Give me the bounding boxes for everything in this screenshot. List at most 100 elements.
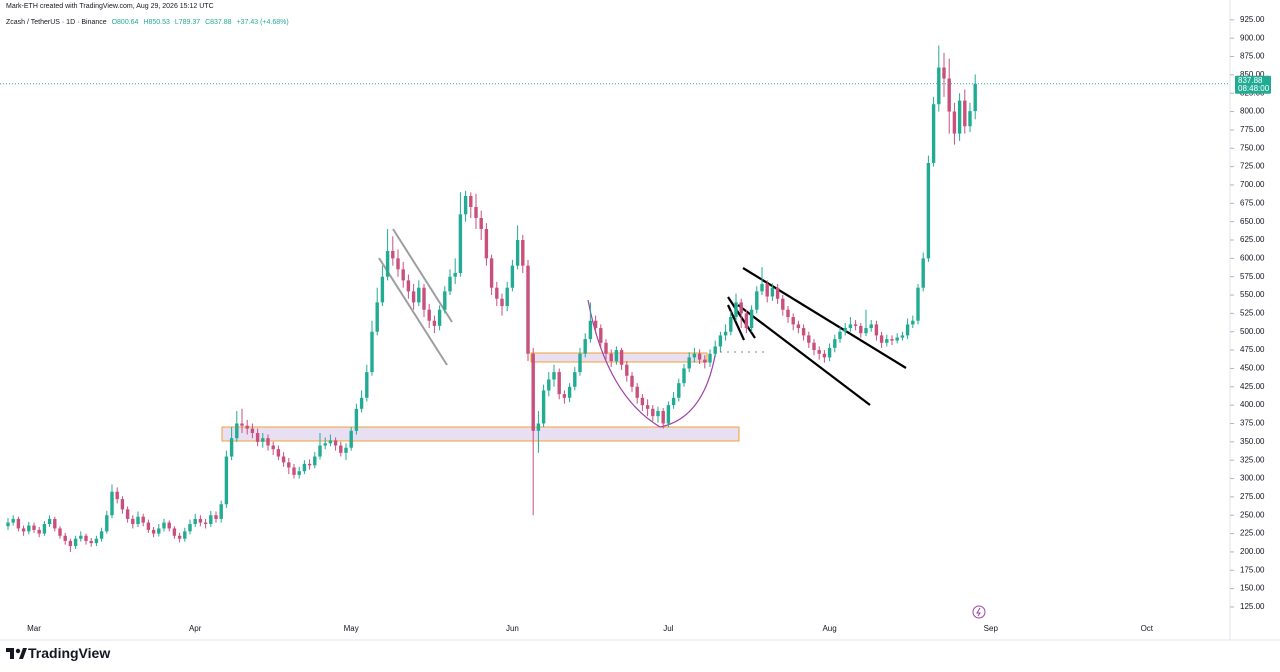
candle-body xyxy=(521,240,525,266)
candle-body xyxy=(344,447,348,453)
candle-body xyxy=(801,328,806,336)
y-tick-label: 575.00 xyxy=(1240,272,1265,281)
candle-body xyxy=(110,491,114,516)
candle-body xyxy=(713,346,717,354)
logo-part xyxy=(10,648,14,659)
candle-body xyxy=(848,324,853,329)
candle-body xyxy=(266,438,270,446)
candle-body xyxy=(609,353,613,362)
candle-body xyxy=(115,491,119,500)
candle-body xyxy=(926,162,931,259)
candle-body xyxy=(963,100,967,127)
candle-body xyxy=(874,324,879,336)
candle-body xyxy=(734,302,738,318)
candle-body xyxy=(697,353,702,360)
ohlc-close: C837.88 xyxy=(205,19,232,26)
y-tick-label: 650.00 xyxy=(1240,217,1265,226)
candle-body xyxy=(47,518,52,525)
candle-body xyxy=(604,342,608,354)
candle-body xyxy=(760,284,764,292)
candle-body xyxy=(614,350,619,362)
drawings xyxy=(221,228,986,619)
candle-body xyxy=(905,324,910,336)
candle-body xyxy=(349,430,353,448)
y-tick-label: 275.00 xyxy=(1240,492,1265,501)
candle-body xyxy=(84,535,88,541)
candle-body xyxy=(656,411,660,417)
candle-body xyxy=(458,214,463,274)
candle-body xyxy=(869,324,873,329)
x-tick-label: Mar xyxy=(27,624,41,633)
brand-logo xyxy=(6,648,27,659)
candle-body xyxy=(11,518,15,523)
y-tick-label: 550.00 xyxy=(1240,290,1265,299)
candle-body xyxy=(385,251,390,277)
candle-body xyxy=(380,276,385,303)
y-tick-label: 875.00 xyxy=(1240,52,1265,61)
candle-body xyxy=(37,529,41,534)
candle-body xyxy=(895,337,899,341)
candle-body xyxy=(422,287,426,310)
candle-body xyxy=(417,287,421,303)
candle-body xyxy=(775,287,780,299)
candle-body xyxy=(708,353,712,363)
candle-body xyxy=(214,515,218,519)
candle-body xyxy=(619,350,624,365)
flag-line xyxy=(378,257,448,366)
candle-body xyxy=(796,324,801,329)
candle-body xyxy=(203,522,208,525)
candle-body xyxy=(547,379,551,391)
y-tick-label: 625.00 xyxy=(1240,235,1265,244)
candle-body xyxy=(375,302,379,332)
y-tick-label: 425.00 xyxy=(1240,382,1265,391)
candle-body xyxy=(879,335,884,343)
candle-body xyxy=(729,317,733,332)
brand[interactable]: TradingView xyxy=(28,645,111,661)
candle-body xyxy=(765,284,769,297)
y-tick-label: 175.00 xyxy=(1240,565,1265,574)
candle-body xyxy=(448,276,452,292)
candle-body xyxy=(32,525,36,530)
candle-body xyxy=(94,538,99,544)
credit: Mark-ETH created with TradingView.com, A… xyxy=(6,3,214,10)
candle-body xyxy=(250,428,255,434)
candle-body xyxy=(453,273,457,277)
candle-body xyxy=(562,394,567,398)
ohlc-high: H850.53 xyxy=(143,19,170,26)
candle-body xyxy=(500,298,504,307)
candle-body xyxy=(131,518,135,525)
candle-body xyxy=(58,528,62,536)
candle-body xyxy=(515,240,520,266)
candle-body xyxy=(552,372,556,380)
candle-body xyxy=(53,518,57,529)
candle-body xyxy=(255,433,260,442)
candle-body xyxy=(183,531,187,539)
candle-body xyxy=(281,456,286,463)
candle-body xyxy=(687,357,691,369)
candle-body xyxy=(463,195,468,215)
candle-body xyxy=(437,309,442,326)
candle-body xyxy=(229,438,234,457)
x-tick-label: Apr xyxy=(189,624,202,633)
event-icon[interactable] xyxy=(972,605,986,619)
candle-body xyxy=(302,463,307,472)
candle-body xyxy=(484,228,489,259)
candle-body xyxy=(786,309,790,318)
candle-body xyxy=(391,251,395,259)
candle-body xyxy=(723,331,728,336)
candle-body xyxy=(297,471,301,475)
candle-body xyxy=(359,397,364,409)
candle-body xyxy=(931,104,936,163)
y-tick-label: 800.00 xyxy=(1240,107,1265,116)
y-tick-label: 925.00 xyxy=(1240,15,1265,24)
countdown-label: 08:48:00 xyxy=(1238,84,1270,93)
candle-body xyxy=(625,364,629,376)
candle-body xyxy=(973,83,977,112)
wedge-line xyxy=(742,267,907,369)
candle-body xyxy=(354,408,359,431)
y-tick-label: 300.00 xyxy=(1240,474,1265,483)
symbol-header: Zcash / TetherUS · 1D · Binance O800.64 … xyxy=(6,19,292,26)
candle-body xyxy=(739,302,743,314)
